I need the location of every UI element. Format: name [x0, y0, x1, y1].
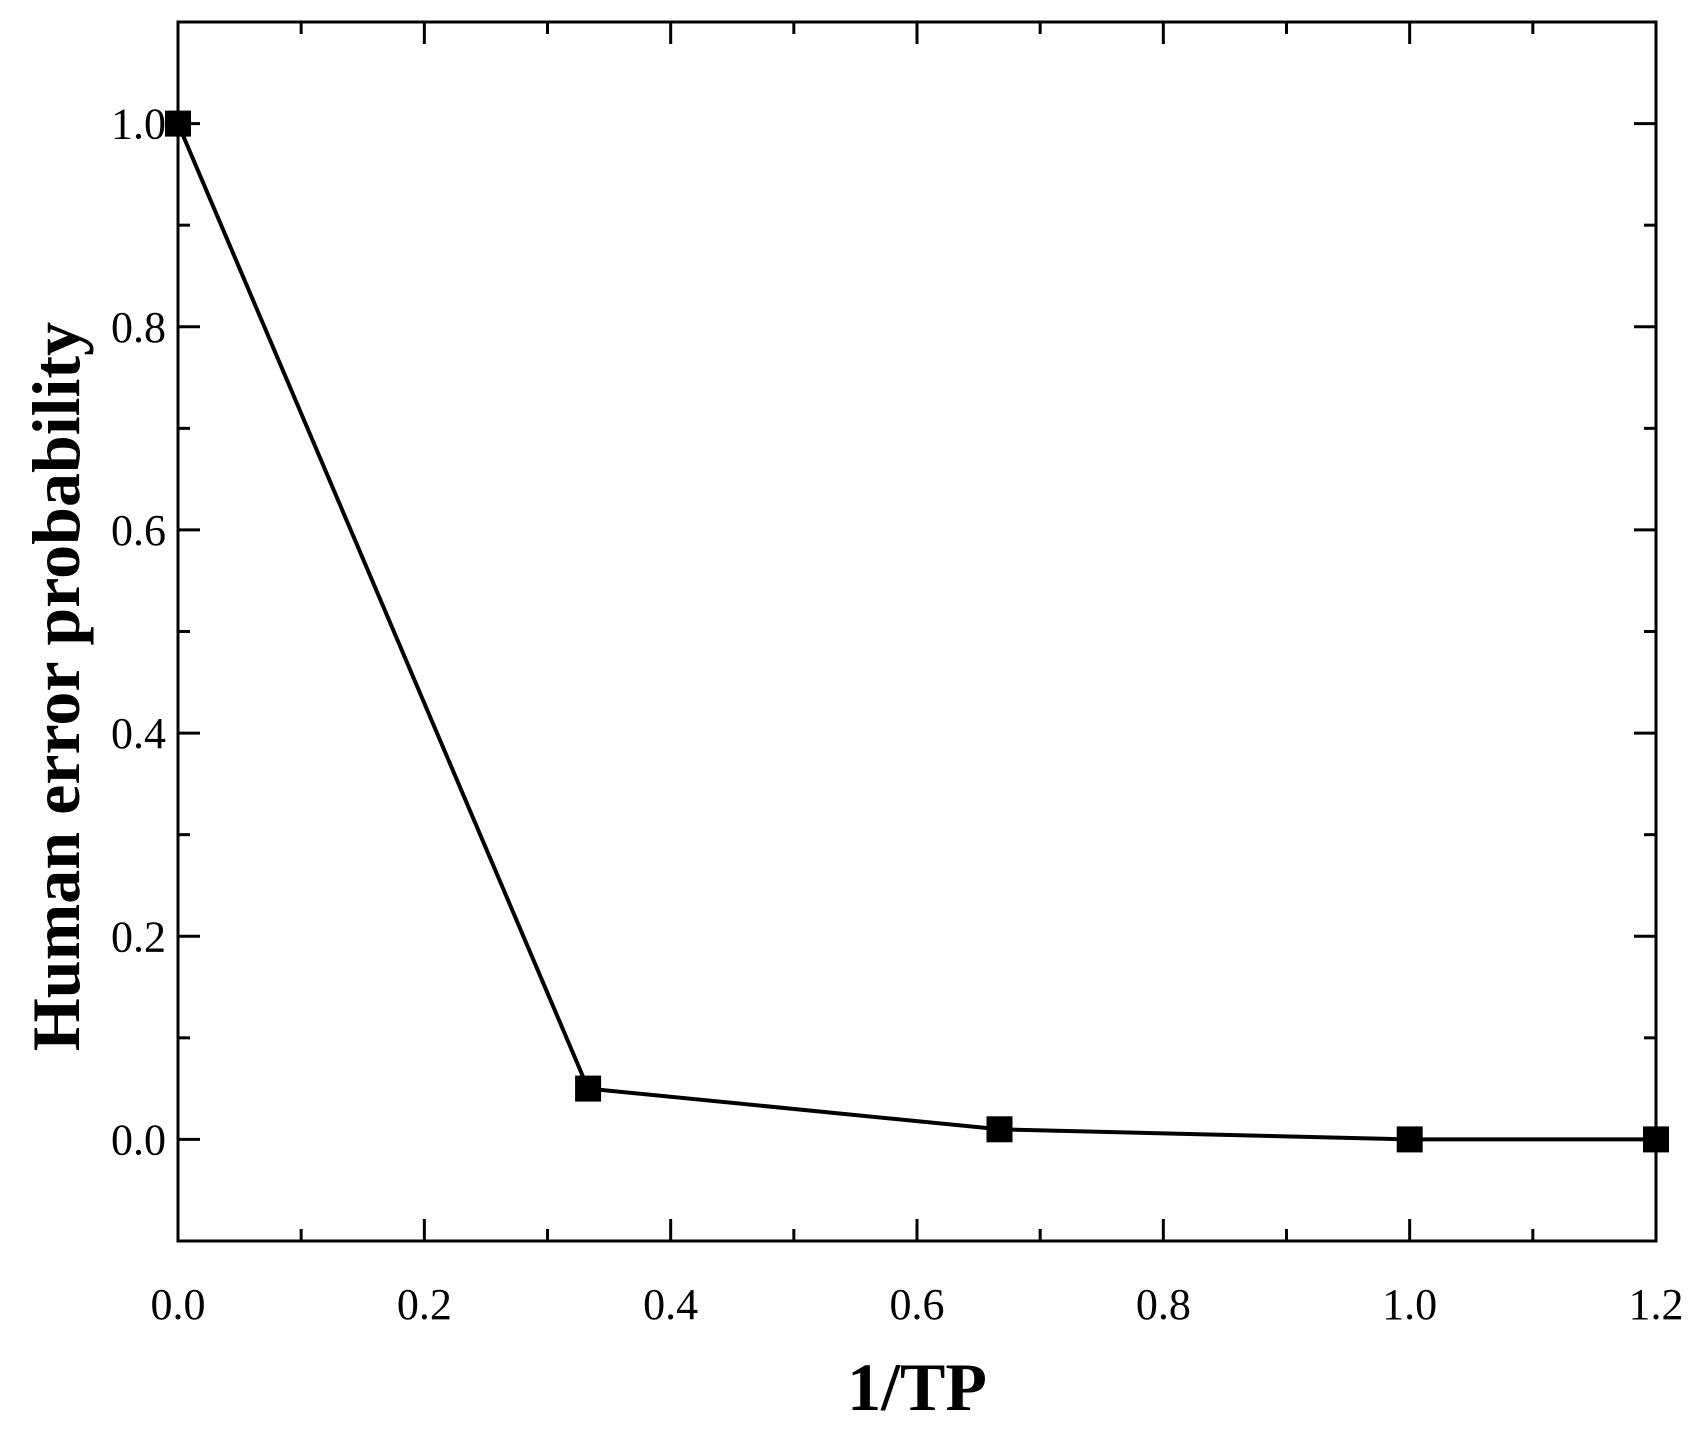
y-tick-label: 0.0: [111, 1115, 166, 1164]
x-tick-label: 0.4: [643, 1280, 698, 1329]
y-tick-label: 0.4: [111, 709, 166, 758]
x-tick-label: 0.6: [890, 1280, 945, 1329]
data-point-marker: [1396, 1126, 1423, 1153]
y-tick-label: 0.6: [111, 506, 166, 555]
x-tick-label: 1.2: [1629, 1280, 1684, 1329]
x-tick-label: 0.2: [397, 1280, 452, 1329]
y-tick-label: 1.0: [111, 100, 166, 149]
ticks-layer: [176, 20, 1658, 1243]
x-tick-label: 1.0: [1382, 1280, 1437, 1329]
y-tick-label: 0.8: [111, 303, 166, 352]
x-tick-label: 0.8: [1136, 1280, 1191, 1329]
x-tick-label: 0.0: [151, 1280, 206, 1329]
data-point-marker: [986, 1116, 1013, 1143]
series-layer: [165, 110, 1669, 1153]
y-tick-label: 0.2: [111, 912, 166, 961]
x-axis-title: 1/TP: [847, 1349, 987, 1425]
series-line: [176, 122, 1656, 1142]
data-point-marker: [575, 1075, 602, 1102]
plot-frame: [176, 20, 1658, 1243]
tick-labels-layer: 0.0 0.2 0.4 0.6 0.8 1.0 1.2 0.0 0.2 0.4 0.6 0.8 1.0: [111, 100, 1684, 1329]
y-axis-title: Human error probability: [18, 322, 94, 1051]
